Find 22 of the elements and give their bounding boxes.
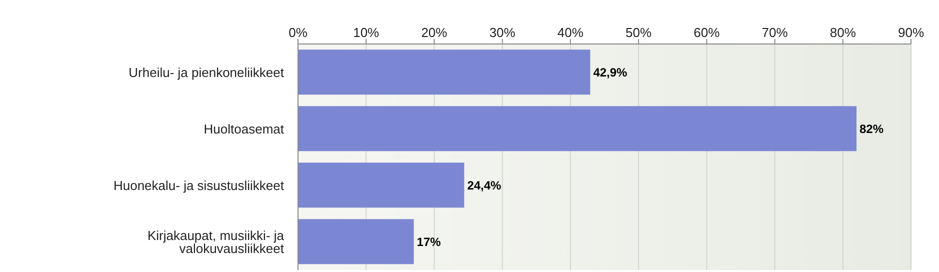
x-tick-label: 40%	[557, 25, 584, 40]
data-label: 24,4%	[467, 178, 502, 192]
x-tick-label: 20%	[421, 25, 448, 40]
x-tick-label: 0%	[288, 25, 308, 40]
x-tick-label: 30%	[489, 25, 516, 40]
y-tick-label: Kirjakaupat, musiikki- ja valokuvausliikkeet	[147, 228, 285, 256]
bar	[298, 106, 857, 152]
x-tick-label: 80%	[830, 25, 856, 40]
data-label: 42,9%	[593, 65, 628, 80]
x-tick-label: 10%	[353, 25, 380, 40]
y-tick-label: Urheilu- ja pienkoneliikkeet	[128, 64, 284, 80]
x-tick-label: 50%	[626, 25, 652, 40]
x-tick-label: 70%	[762, 25, 788, 40]
bar	[298, 219, 414, 264]
bar	[298, 162, 464, 208]
y-tick-label: Huonekalu- ja sisustusliikkeet	[113, 178, 284, 193]
x-tick-label: 90%	[898, 25, 924, 40]
bar	[298, 50, 590, 95]
x-tick-label: 60%	[694, 25, 720, 40]
data-label: 17%	[416, 234, 442, 249]
y-tick-label: Huoltoasemat	[204, 121, 284, 136]
data-label: 82%	[860, 122, 884, 136]
